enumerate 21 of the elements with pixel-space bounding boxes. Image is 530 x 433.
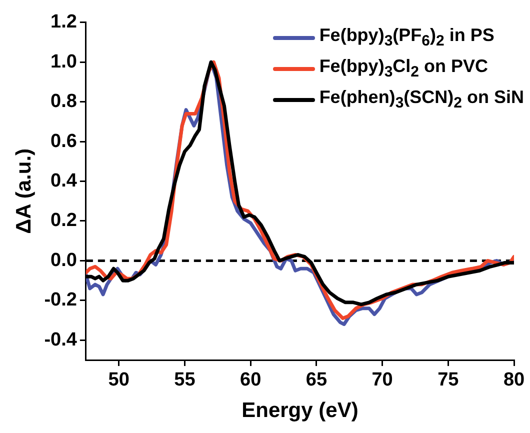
y-tick-label: 0.6 [50,130,77,152]
x-axis-title: Energy (eV) [242,399,358,422]
y-tick-label: -0.4 [44,329,78,350]
y-tick-label: 0.4 [50,170,78,192]
x-tick-label: 70 [372,370,393,391]
y-tick-label: 0.2 [50,210,77,232]
legend-label: Fe(bpy)$_{3}$Cl$_{2}$ on PVC [319,56,488,81]
y-tick-label: 1.0 [50,51,77,72]
y-tick-label: -0.2 [44,290,77,311]
x-tick-label: 55 [174,370,196,391]
y-tick-label: 1.2 [50,12,77,33]
x-tick-label: 50 [108,370,130,391]
y-tick-label: 0.0 [50,250,77,271]
legend-label: Fe(phen)$_{3}$(SCN)$_{2}$ on SiN [319,87,524,112]
x-tick-label: 75 [438,370,460,391]
x-tick-label: 60 [240,370,262,391]
y-tick-label: 0.8 [50,91,77,112]
x-tick-label: 80 [503,370,525,391]
legend-label: Fe(bpy)$_{3}$(PF$_{6}$)$_{2}$ in PS [319,25,494,50]
y-axis-title: ΔA (a.u.) [12,148,36,234]
x-tick-label: 65 [306,370,328,391]
